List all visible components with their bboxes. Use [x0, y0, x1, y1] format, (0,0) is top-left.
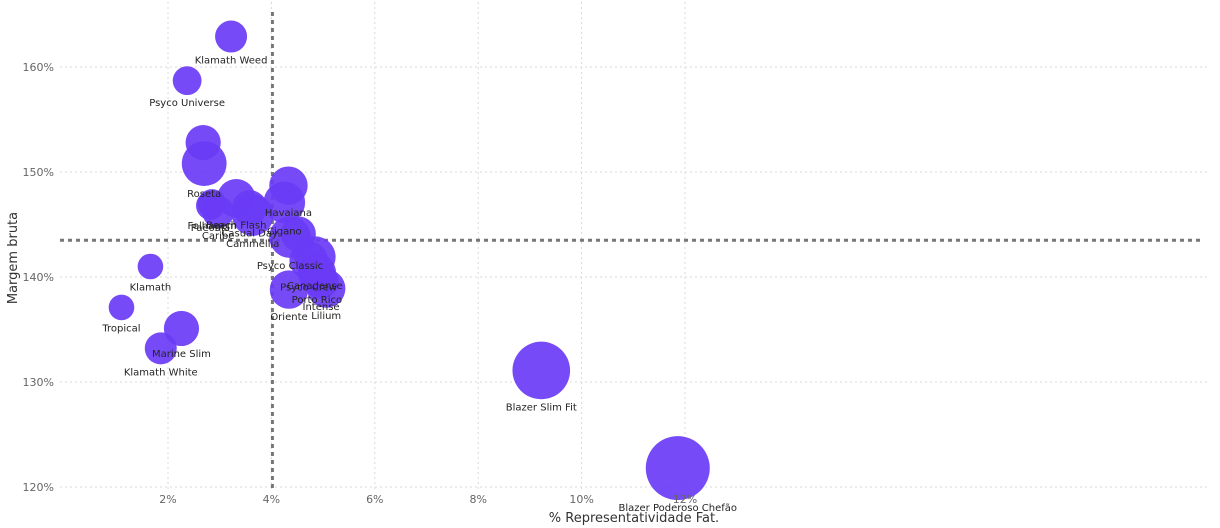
x-tick-label: 10% — [569, 493, 593, 506]
y-tick-label: 140% — [23, 271, 54, 284]
bubble-point[interactable] — [215, 20, 248, 53]
bubble-label: Cigano — [267, 226, 302, 237]
y-tick-label: 160% — [23, 61, 54, 74]
bubble-point[interactable] — [231, 194, 274, 236]
bubble-point[interactable] — [108, 294, 135, 321]
bubble-label: Canadense — [287, 281, 343, 292]
bubble-label: Blazer Slim Fit — [506, 402, 577, 413]
bubble-label: Caribe — [202, 231, 235, 242]
x-axis-title: % Representatividade Fat. — [549, 511, 719, 526]
bubbles — [108, 20, 710, 501]
bubble-point[interactable] — [172, 66, 202, 96]
average-reference-lines — [60, 12, 1204, 490]
y-tick-label: 120% — [23, 481, 54, 494]
x-tick-label: 6% — [366, 493, 383, 506]
bubble-point[interactable] — [137, 253, 164, 280]
grid — [60, 2, 1210, 490]
bubble-label: Klamath Weed — [195, 56, 268, 67]
bubble-point[interactable] — [645, 436, 710, 501]
bubble-label: Klamath White — [124, 367, 198, 378]
y-tick-label: 130% — [23, 376, 54, 389]
bubble-point[interactable] — [144, 332, 177, 365]
bubble-label: Oriente — [270, 312, 307, 323]
y-tick-label: 150% — [23, 166, 54, 179]
x-tick-label: 2% — [159, 493, 176, 506]
bubble-label: Psyco Universe — [149, 98, 225, 109]
bubble-label: Beach Flash — [206, 220, 266, 231]
bubble-labels: Klamath Weed Psyco Universe Roseta Folhagem… — [101, 56, 737, 515]
axis-ticks: 2% 4% 6% 8% 10% 12% 120% 130% 140% 150% 160% — [23, 61, 698, 506]
bubble-label: Folhagem — [187, 221, 236, 232]
bubble-label: Intense — [303, 302, 340, 313]
x-tick-label: 12% — [673, 493, 697, 506]
bubble-point[interactable] — [307, 269, 346, 308]
bubble-label: Paeonia — [191, 223, 230, 234]
y-axis-title: Margem bruta — [6, 212, 21, 304]
bubble-point[interactable] — [269, 270, 309, 309]
bubble-label: Psyco Crew — [280, 282, 337, 293]
bubble-label: Havaiana — [265, 208, 312, 219]
bubble-label: Klamath — [130, 282, 172, 293]
bubble-point[interactable] — [181, 141, 227, 187]
bubble-point[interactable] — [163, 310, 200, 347]
bubble-point[interactable] — [512, 341, 571, 400]
bubble-label: Tropical — [101, 323, 140, 334]
x-tick-label: 4% — [263, 493, 280, 506]
bubble-label: Lilium — [311, 311, 341, 322]
bubble-label: Porto Rico — [292, 295, 342, 306]
bubble-label: Casual Day — [221, 228, 278, 239]
bubble-label: Psyco Classic — [257, 261, 323, 272]
bubble-label: Roseta — [187, 189, 221, 200]
x-tick-label: 8% — [469, 493, 486, 506]
bubble-label: Blazer Poderoso Chefão — [619, 503, 738, 514]
bubble-label: Cammellia — [226, 239, 279, 250]
bubble-point[interactable] — [263, 181, 306, 224]
bubble-label: Marine Slim — [152, 349, 211, 360]
